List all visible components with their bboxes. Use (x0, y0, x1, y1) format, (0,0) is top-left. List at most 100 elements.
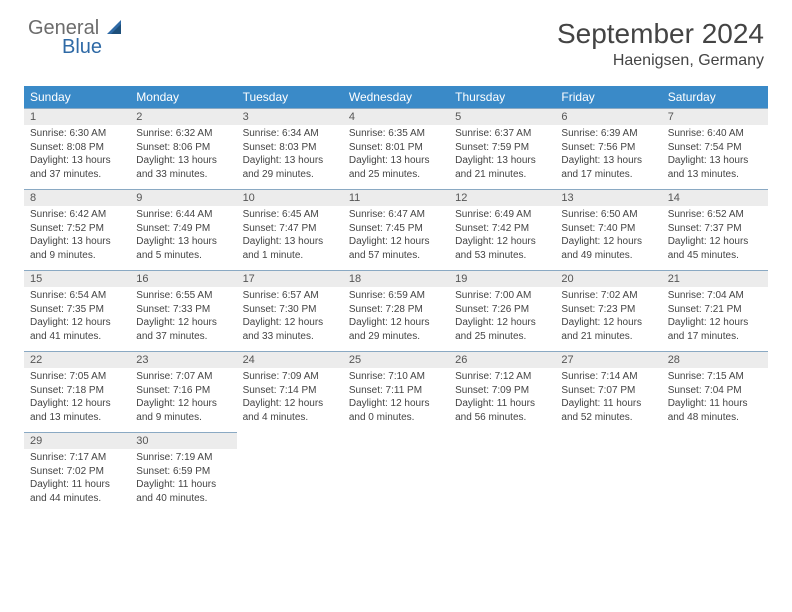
day-detail-cell: Sunrise: 6:44 AMSunset: 7:49 PMDaylight:… (130, 206, 236, 271)
day-detail-cell: Sunrise: 7:14 AMSunset: 7:07 PMDaylight:… (555, 368, 661, 433)
sunrise-text: Sunrise: 6:30 AM (30, 127, 124, 141)
sunset-text: Sunset: 7:02 PM (30, 465, 124, 479)
daylight-text: and 4 minutes. (243, 411, 337, 425)
sail-icon (107, 18, 125, 34)
day-detail-cell: Sunrise: 7:00 AMSunset: 7:26 PMDaylight:… (449, 287, 555, 352)
day-detail-cell: Sunrise: 6:47 AMSunset: 7:45 PMDaylight:… (343, 206, 449, 271)
daylight-text: Daylight: 13 hours (30, 154, 124, 168)
daylight-text: and 49 minutes. (561, 249, 655, 263)
day-number-cell: 15 (24, 271, 130, 288)
weekday-header: Saturday (662, 86, 768, 109)
day-detail-cell: Sunrise: 6:42 AMSunset: 7:52 PMDaylight:… (24, 206, 130, 271)
sunset-text: Sunset: 7:52 PM (30, 222, 124, 236)
day-detail-cell: Sunrise: 6:54 AMSunset: 7:35 PMDaylight:… (24, 287, 130, 352)
sunrise-text: Sunrise: 6:54 AM (30, 289, 124, 303)
daylight-text: Daylight: 12 hours (561, 316, 655, 330)
daylight-text: and 57 minutes. (349, 249, 443, 263)
day-number-cell: 20 (555, 271, 661, 288)
sunset-text: Sunset: 7:09 PM (455, 384, 549, 398)
daylight-text: Daylight: 13 hours (136, 154, 230, 168)
daylight-text: Daylight: 12 hours (243, 397, 337, 411)
day-number-cell: 7 (662, 109, 768, 126)
calendar-table: Sunday Monday Tuesday Wednesday Thursday… (24, 86, 768, 513)
daylight-text: and 21 minutes. (561, 330, 655, 344)
daylight-text: and 56 minutes. (455, 411, 549, 425)
day-detail-cell: Sunrise: 6:49 AMSunset: 7:42 PMDaylight:… (449, 206, 555, 271)
daylight-text: and 13 minutes. (30, 411, 124, 425)
daylight-text: and 25 minutes. (349, 168, 443, 182)
sunset-text: Sunset: 7:47 PM (243, 222, 337, 236)
day-number-cell: 18 (343, 271, 449, 288)
daylight-text: Daylight: 11 hours (455, 397, 549, 411)
daylight-text: and 17 minutes. (668, 330, 762, 344)
sunset-text: Sunset: 8:01 PM (349, 141, 443, 155)
daylight-text: Daylight: 11 hours (668, 397, 762, 411)
day-detail-cell: Sunrise: 7:12 AMSunset: 7:09 PMDaylight:… (449, 368, 555, 433)
day-detail-cell: Sunrise: 7:04 AMSunset: 7:21 PMDaylight:… (662, 287, 768, 352)
daylight-text: Daylight: 13 hours (561, 154, 655, 168)
weekday-header: Wednesday (343, 86, 449, 109)
day-detail-cell: Sunrise: 6:39 AMSunset: 7:56 PMDaylight:… (555, 125, 661, 190)
sunset-text: Sunset: 7:45 PM (349, 222, 443, 236)
sunset-text: Sunset: 7:30 PM (243, 303, 337, 317)
sunrise-text: Sunrise: 6:55 AM (136, 289, 230, 303)
sunset-text: Sunset: 7:42 PM (455, 222, 549, 236)
sunrise-text: Sunrise: 7:12 AM (455, 370, 549, 384)
sunset-text: Sunset: 7:40 PM (561, 222, 655, 236)
sunrise-text: Sunrise: 7:05 AM (30, 370, 124, 384)
sunrise-text: Sunrise: 7:04 AM (668, 289, 762, 303)
day-number-cell (237, 433, 343, 450)
sunset-text: Sunset: 6:59 PM (136, 465, 230, 479)
day-number-cell: 30 (130, 433, 236, 450)
day-detail-cell: Sunrise: 6:32 AMSunset: 8:06 PMDaylight:… (130, 125, 236, 190)
sunset-text: Sunset: 7:49 PM (136, 222, 230, 236)
daylight-text: and 37 minutes. (136, 330, 230, 344)
daylight-text: Daylight: 13 hours (455, 154, 549, 168)
daylight-text: and 29 minutes. (349, 330, 443, 344)
day-number-cell: 23 (130, 352, 236, 369)
day-detail-cell (662, 449, 768, 513)
daylight-text: and 52 minutes. (561, 411, 655, 425)
day-number-cell: 1 (24, 109, 130, 126)
daylight-text: Daylight: 12 hours (136, 397, 230, 411)
day-detail-row: Sunrise: 6:54 AMSunset: 7:35 PMDaylight:… (24, 287, 768, 352)
day-number-row: 15161718192021 (24, 271, 768, 288)
sunrise-text: Sunrise: 7:17 AM (30, 451, 124, 465)
day-number-row: 891011121314 (24, 190, 768, 207)
weekday-header: Tuesday (237, 86, 343, 109)
sunset-text: Sunset: 8:08 PM (30, 141, 124, 155)
day-number-cell: 13 (555, 190, 661, 207)
day-number-cell: 8 (24, 190, 130, 207)
day-number-cell: 9 (130, 190, 236, 207)
day-number-cell (343, 433, 449, 450)
daylight-text: Daylight: 13 hours (243, 154, 337, 168)
sunrise-text: Sunrise: 7:09 AM (243, 370, 337, 384)
sunrise-text: Sunrise: 7:14 AM (561, 370, 655, 384)
brand-part2: Blue (62, 37, 125, 58)
day-detail-cell (449, 449, 555, 513)
daylight-text: Daylight: 13 hours (30, 235, 124, 249)
day-number-cell: 28 (662, 352, 768, 369)
daylight-text: Daylight: 11 hours (561, 397, 655, 411)
sunrise-text: Sunrise: 6:57 AM (243, 289, 337, 303)
day-number-cell: 14 (662, 190, 768, 207)
daylight-text: Daylight: 11 hours (136, 478, 230, 492)
day-number-cell: 16 (130, 271, 236, 288)
sunrise-text: Sunrise: 7:19 AM (136, 451, 230, 465)
sunset-text: Sunset: 7:54 PM (668, 141, 762, 155)
day-number-cell: 19 (449, 271, 555, 288)
day-number-cell: 2 (130, 109, 236, 126)
sunset-text: Sunset: 7:07 PM (561, 384, 655, 398)
day-detail-cell: Sunrise: 7:19 AMSunset: 6:59 PMDaylight:… (130, 449, 236, 513)
sunrise-text: Sunrise: 6:42 AM (30, 208, 124, 222)
day-detail-cell: Sunrise: 6:50 AMSunset: 7:40 PMDaylight:… (555, 206, 661, 271)
daylight-text: and 13 minutes. (668, 168, 762, 182)
day-detail-cell: Sunrise: 7:10 AMSunset: 7:11 PMDaylight:… (343, 368, 449, 433)
day-number-cell: 27 (555, 352, 661, 369)
daylight-text: and 33 minutes. (136, 168, 230, 182)
sunrise-text: Sunrise: 6:47 AM (349, 208, 443, 222)
day-detail-cell: Sunrise: 7:17 AMSunset: 7:02 PMDaylight:… (24, 449, 130, 513)
sunrise-text: Sunrise: 6:59 AM (349, 289, 443, 303)
daylight-text: and 25 minutes. (455, 330, 549, 344)
sunrise-text: Sunrise: 6:37 AM (455, 127, 549, 141)
